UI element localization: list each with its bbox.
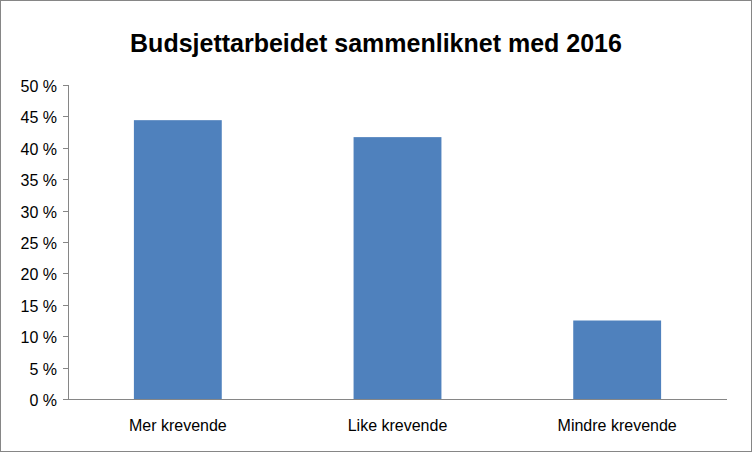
y-tick-label: 35 % xyxy=(21,172,57,189)
y-tick xyxy=(63,85,68,86)
y-tick xyxy=(63,273,68,274)
y-tick-label: 15 % xyxy=(21,298,57,315)
y-tick-label: 25 % xyxy=(21,235,57,252)
y-tick-label: 40 % xyxy=(21,141,57,158)
bar xyxy=(134,120,222,399)
y-tick-label: 10 % xyxy=(21,329,57,346)
x-tick-label: Like krevende xyxy=(348,417,448,434)
y-tick xyxy=(63,179,68,180)
title: Budsjettarbeidet sammenliknet med 2016 xyxy=(130,29,622,57)
y-tick-label: 5 % xyxy=(29,361,57,378)
y-tick xyxy=(63,116,68,117)
y-tick-label: 0 % xyxy=(29,392,57,409)
y-tick xyxy=(63,336,68,337)
x-tick-label: Mindre krevende xyxy=(558,417,677,434)
bar xyxy=(354,137,442,399)
x-tick-label: Mer krevende xyxy=(129,417,227,434)
y-tick xyxy=(63,368,68,369)
y-tick xyxy=(63,399,68,400)
chart-border xyxy=(1,1,752,452)
y-tick xyxy=(63,211,68,212)
y-tick xyxy=(63,305,68,306)
y-axis-line xyxy=(68,85,69,399)
y-tick-label: 20 % xyxy=(21,266,57,283)
chart-svg: Budsjettarbeidet sammenliknet med 2016 0 … xyxy=(0,0,752,452)
x-axis-line xyxy=(68,399,727,400)
y-tick xyxy=(63,148,68,149)
chart-container: Budsjettarbeidet sammenliknet med 2016 0 … xyxy=(0,0,752,452)
y-tick xyxy=(63,242,68,243)
y-tick-label: 50 % xyxy=(21,78,57,95)
y-tick-label: 45 % xyxy=(21,109,57,126)
y-tick-label: 30 % xyxy=(21,204,57,221)
bar xyxy=(573,321,661,400)
bars xyxy=(134,120,661,399)
